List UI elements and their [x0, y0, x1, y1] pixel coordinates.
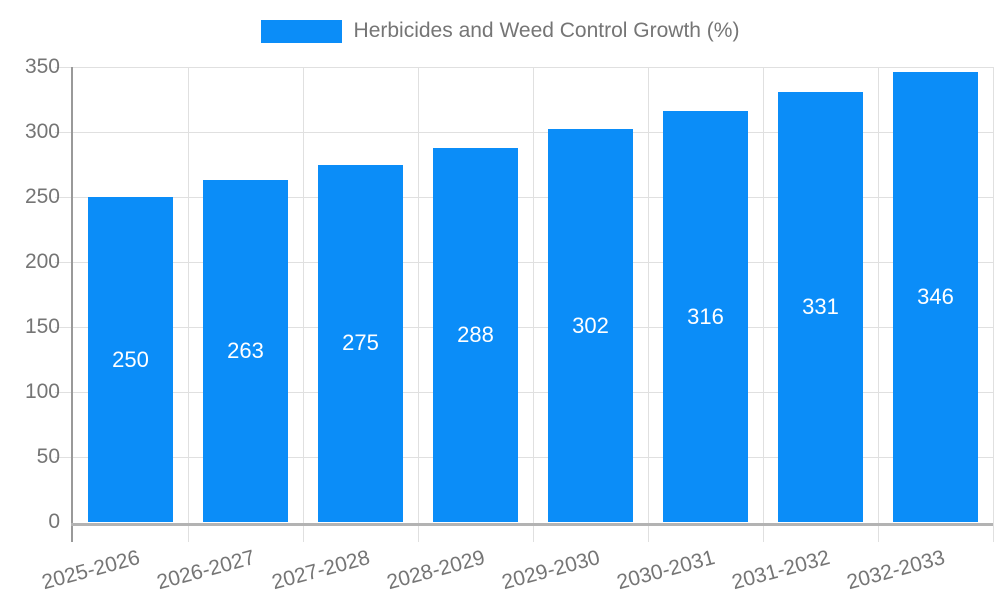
x-axis-line — [71, 523, 993, 526]
y-tick-label: 150 — [24, 315, 60, 338]
x-tick-label: 2026-2027 — [154, 546, 258, 595]
x-tick-label: 2028-2029 — [384, 546, 488, 595]
vertical-gridline — [648, 67, 649, 542]
grid-layer — [55, 67, 994, 542]
y-tick-label: 250 — [24, 185, 60, 208]
category-slot: 302 2029-2030 — [499, 67, 648, 594]
category-slot: 250 2025-2026 — [39, 67, 188, 594]
y-tick-label: 50 — [36, 445, 60, 468]
category-slot: 288 2028-2029 — [384, 67, 533, 594]
vertical-gridline — [188, 67, 189, 542]
vertical-gridline — [993, 67, 994, 542]
horizontal-gridline — [55, 457, 993, 458]
bar-value-label: 302 — [572, 312, 609, 338]
legend-swatch — [260, 19, 342, 43]
horizontal-gridline — [55, 327, 993, 328]
x-tick-label: 2025-2026 — [39, 546, 143, 595]
x-tick-label: 2032-2033 — [844, 546, 948, 595]
bar-value-label: 346 — [917, 284, 954, 310]
bar-value-label: 263 — [227, 338, 264, 364]
y-tick-label: 100 — [24, 380, 60, 403]
bar[interactable]: 346 — [892, 72, 979, 522]
bar-value-label: 331 — [802, 293, 839, 319]
bar-value-label: 250 — [112, 346, 149, 372]
horizontal-gridline — [55, 392, 993, 393]
y-tick-label: 0 — [48, 510, 60, 533]
category-slot: 346 2032-2033 — [844, 67, 993, 594]
category-slot: 316 2030-2031 — [614, 67, 763, 594]
vertical-gridline — [533, 67, 534, 542]
category-slot: 331 2031-2032 — [729, 67, 878, 594]
y-tick-label: 350 — [24, 55, 60, 78]
bar-value-label: 288 — [457, 321, 494, 347]
horizontal-gridline — [55, 262, 993, 263]
bar[interactable]: 316 — [662, 111, 749, 522]
y-tick-label: 300 — [24, 120, 60, 143]
legend: Herbicides and Weed Control Growth (%) — [0, 19, 1000, 43]
x-tick-label: 2027-2028 — [269, 546, 373, 595]
x-tick-label: 2029-2030 — [499, 546, 603, 595]
bar-value-label: 316 — [687, 303, 724, 329]
y-axis-line — [71, 67, 73, 542]
bar[interactable]: 302 — [547, 129, 634, 522]
horizontal-gridline — [55, 67, 993, 68]
x-tick-label: 2031-2032 — [729, 546, 833, 595]
y-tick-label: 200 — [24, 250, 60, 273]
plot-area: 250 2025-2026 263 2026-2027 275 2027-2028 288 2… — [25, 55, 994, 594]
vertical-gridline — [763, 67, 764, 542]
x-tick-label: 2030-2031 — [614, 546, 718, 595]
y-axis-labels: 0 50 100 150 200 250 300 350 — [25, 55, 993, 533]
category-slot: 263 2026-2027 — [154, 67, 303, 594]
bar[interactable]: 275 — [317, 164, 404, 522]
category-slot: 275 2027-2028 — [269, 67, 418, 594]
bar[interactable]: 288 — [432, 147, 519, 522]
vertical-gridline — [303, 67, 304, 542]
vertical-gridline — [878, 67, 879, 542]
vertical-gridline — [418, 67, 419, 542]
bar-value-label: 275 — [342, 330, 379, 356]
legend-label: Herbicides and Weed Control Growth (%) — [353, 19, 740, 42]
bars-layer: 250 2025-2026 263 2026-2027 275 2027-2028 288 2… — [39, 67, 993, 594]
horizontal-gridline — [55, 132, 993, 133]
bar[interactable]: 263 — [202, 180, 289, 522]
bar[interactable]: 331 — [777, 91, 864, 522]
horizontal-gridline — [55, 197, 993, 198]
bar[interactable]: 250 — [87, 197, 174, 522]
